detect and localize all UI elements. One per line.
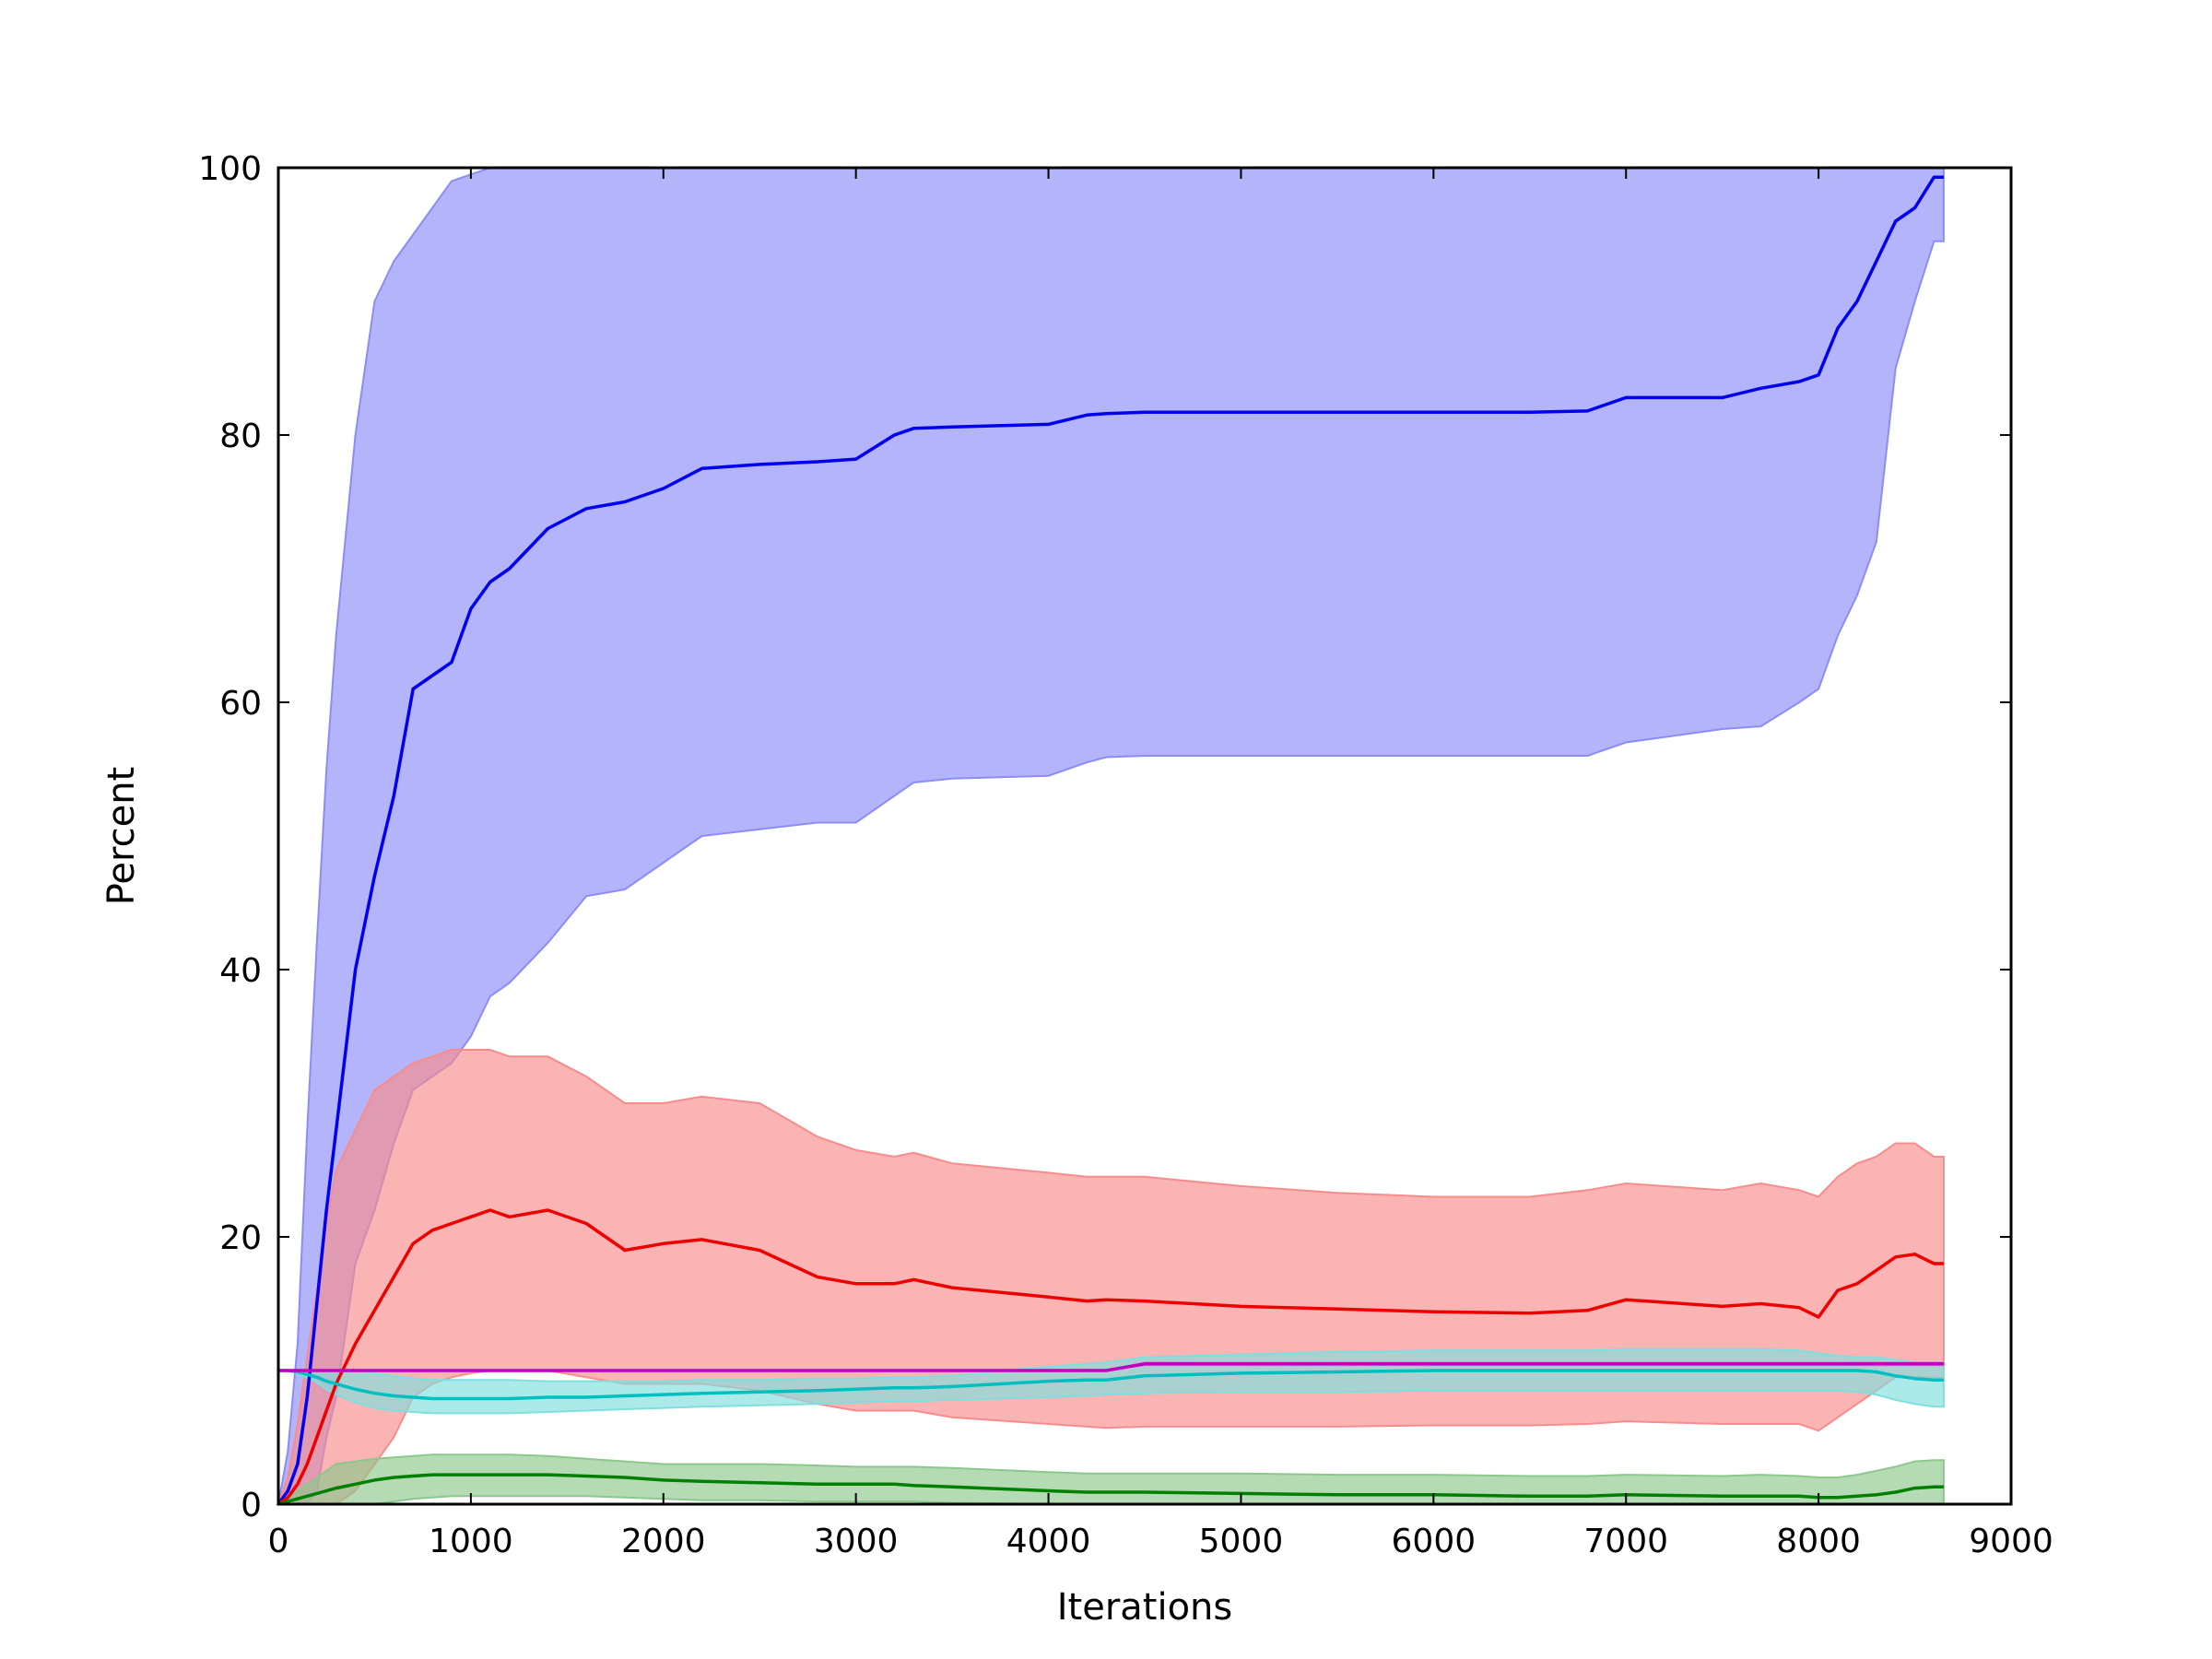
- series-3-line: [278, 1369, 1944, 1401]
- x-tick-label: 4000: [1006, 1523, 1091, 1560]
- y-tick-label: 0: [241, 1487, 262, 1524]
- x-tick-label: 5000: [1199, 1523, 1284, 1560]
- y-tick-label: 60: [219, 685, 262, 723]
- x-tick-labels: 0 1000 2000 3000 4000 5000 6000 7000 8000 9000: [268, 1523, 2053, 1560]
- x-tick-label: 6000: [1392, 1523, 1477, 1560]
- x-tick-label: 8000: [1776, 1523, 1861, 1560]
- x-tick-label: 1000: [429, 1523, 513, 1560]
- y-tick-label: 40: [219, 952, 262, 990]
- x-tick-label: 0: [268, 1523, 289, 1560]
- series-lines: [276, 175, 1944, 1506]
- series-1-line: [277, 1208, 1944, 1506]
- series-4-line: [278, 1362, 1944, 1372]
- x-tick-label: 3000: [814, 1523, 899, 1560]
- y-tick-label: 80: [219, 418, 262, 455]
- x-axis-label: Iterations: [1057, 1586, 1233, 1629]
- x-tick-label: 7000: [1583, 1523, 1668, 1560]
- y-tick-label: 20: [219, 1219, 262, 1257]
- x-tick-label: 9000: [1969, 1523, 2053, 1560]
- plot-frame: [276, 166, 2013, 1506]
- series-0-line: [276, 175, 1944, 1506]
- y-tick-label: 100: [198, 150, 262, 188]
- y-axis-label: Percent: [100, 767, 143, 906]
- series-2-line: [277, 1473, 1944, 1506]
- x-tick-label: 2000: [621, 1523, 706, 1560]
- y-tick-labels: 0 20 40 60 80 100: [198, 150, 262, 1524]
- series-2-band: [275, 1453, 1945, 1505]
